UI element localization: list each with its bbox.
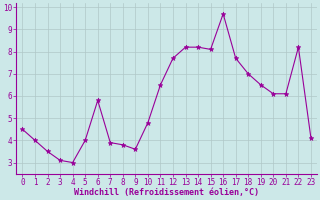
- X-axis label: Windchill (Refroidissement éolien,°C): Windchill (Refroidissement éolien,°C): [74, 188, 259, 197]
